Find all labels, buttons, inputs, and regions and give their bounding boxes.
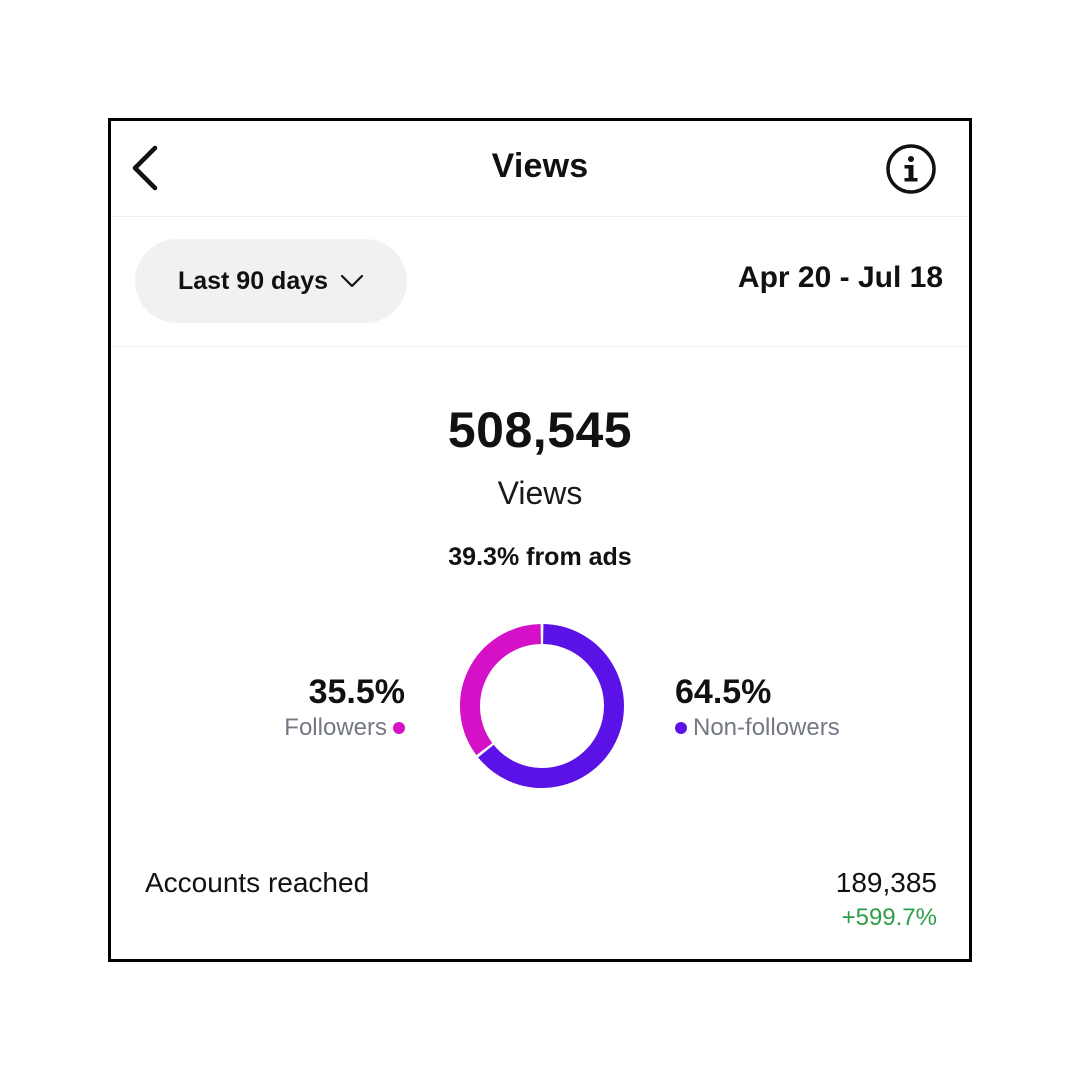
non-followers-stat: 64.5% Non-followers [675,672,840,744]
donut-segment-non-followers [478,624,624,788]
views-label: Views [497,475,583,511]
accounts-reached-change: +599.7% [841,904,937,931]
donut-segment-followers [460,624,542,756]
date-range-selector[interactable]: Last 90 days [135,239,407,323]
non-followers-label: Non-followers [693,714,840,741]
accounts-reached-label: Accounts reached [145,867,370,898]
audience-donut-chart [460,624,624,788]
date-range-text: Apr 20 - Jul 18 [737,261,943,294]
date-range-row: Last 90 days Apr 20 - Jul 18 [111,217,969,347]
non-followers-legend-dot [675,722,687,734]
page-title: Views [491,147,589,185]
followers-label: Followers [284,714,387,741]
ads-share-note: 39.3% from ads [448,543,632,571]
views-total: 508,545 [447,402,633,458]
date-range-selector-label: Last 90 days [177,266,329,295]
chevron-down-icon [340,274,364,288]
followers-stat: 35.5% Followers [284,672,405,744]
non-followers-percent: 64.5% [675,673,772,711]
followers-percent: 35.5% [308,673,405,711]
back-button[interactable] [125,143,165,193]
info-button[interactable] [885,143,937,195]
header-bar: Views [111,121,969,217]
followers-legend-dot [393,722,405,734]
accounts-reached-value: 189,385 [835,867,937,898]
insights-panel: Views Last 90 days Apr 20 - Jul 18 508,5… [108,118,972,962]
info-circle-icon [886,144,936,194]
chevron-left-icon [132,145,158,191]
